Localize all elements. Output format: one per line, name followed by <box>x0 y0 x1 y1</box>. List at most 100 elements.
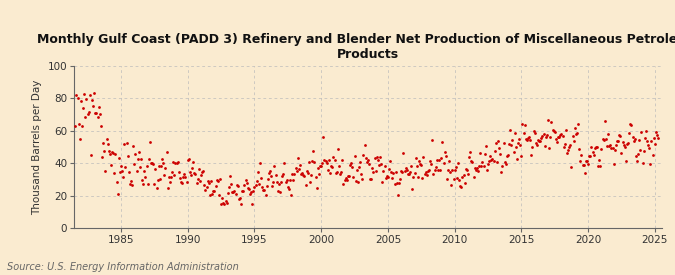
Point <box>335 172 346 176</box>
Point <box>101 136 112 141</box>
Point <box>298 173 308 177</box>
Point <box>546 120 557 124</box>
Point <box>79 92 90 97</box>
Point <box>531 143 542 147</box>
Point <box>229 188 240 193</box>
Point <box>605 143 616 147</box>
Point <box>301 168 312 173</box>
Point <box>333 164 344 168</box>
Point <box>286 192 296 197</box>
Point <box>562 150 572 155</box>
Point <box>131 169 142 174</box>
Point <box>285 178 296 182</box>
Point <box>399 169 410 173</box>
Point <box>452 176 462 181</box>
Point <box>292 169 302 174</box>
Point <box>380 175 391 180</box>
Point <box>368 170 379 175</box>
Point <box>288 178 299 182</box>
Point <box>575 159 586 163</box>
Point <box>570 131 581 136</box>
Point <box>249 184 260 189</box>
Point <box>203 180 214 185</box>
Point <box>127 183 138 188</box>
Point <box>639 149 649 153</box>
Point <box>529 129 539 133</box>
Point <box>317 161 327 165</box>
Point <box>292 156 303 161</box>
Point <box>142 182 153 187</box>
Point <box>275 189 286 194</box>
Point <box>225 173 236 178</box>
Point <box>512 157 522 161</box>
Point <box>514 137 524 141</box>
Point <box>378 169 389 173</box>
Point <box>159 173 169 178</box>
Point <box>416 163 427 167</box>
Point <box>588 153 599 158</box>
Point <box>120 165 131 169</box>
Point <box>109 170 119 175</box>
Point <box>628 138 639 143</box>
Point <box>437 140 448 144</box>
Point <box>113 156 124 160</box>
Point <box>230 192 241 196</box>
Point <box>209 189 220 193</box>
Point <box>612 139 622 143</box>
Point <box>311 185 322 190</box>
Point <box>569 126 580 130</box>
Point <box>520 137 531 141</box>
Point <box>637 161 648 166</box>
Point <box>278 172 289 177</box>
Point <box>531 141 541 145</box>
Point <box>385 159 396 163</box>
Point <box>467 160 478 164</box>
Point <box>626 122 637 127</box>
Point <box>356 172 367 176</box>
Point <box>411 163 422 168</box>
Point <box>169 172 180 177</box>
Point <box>608 162 619 167</box>
Point <box>252 170 263 175</box>
Point <box>134 164 145 169</box>
Point <box>112 192 123 197</box>
Point <box>386 170 397 175</box>
Point <box>367 166 378 170</box>
Point <box>173 170 184 174</box>
Point <box>162 186 173 190</box>
Point <box>318 134 329 139</box>
Point <box>615 134 626 138</box>
Point <box>641 129 651 133</box>
Point <box>371 155 382 159</box>
Point <box>228 190 239 194</box>
Point <box>110 151 121 156</box>
Point <box>241 181 252 186</box>
Point <box>362 158 373 162</box>
Point <box>90 111 101 115</box>
Point <box>512 141 523 145</box>
Point <box>398 151 409 155</box>
Point <box>196 170 207 174</box>
Point <box>548 129 559 133</box>
Point <box>321 161 332 165</box>
Point <box>634 138 645 142</box>
Point <box>447 168 458 172</box>
Point <box>595 163 605 168</box>
Point <box>591 145 602 150</box>
Point <box>319 157 330 162</box>
Point <box>584 154 595 158</box>
Point <box>389 182 400 186</box>
Point <box>186 173 196 177</box>
Point <box>194 167 205 171</box>
Point <box>163 175 174 179</box>
Point <box>646 139 657 143</box>
Point <box>211 178 222 182</box>
Point <box>280 180 291 185</box>
Point <box>632 152 643 156</box>
Point <box>91 111 102 116</box>
Point <box>273 189 284 194</box>
Point <box>302 171 313 175</box>
Point <box>96 123 107 128</box>
Point <box>128 144 138 148</box>
Point <box>596 147 607 151</box>
